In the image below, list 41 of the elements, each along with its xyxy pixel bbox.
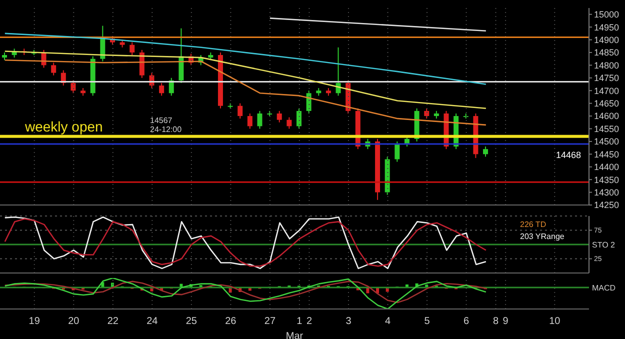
x-tick-label: 1 [296, 316, 303, 328]
y-tick-label: 14900 [594, 34, 620, 45]
y-tick-label: 14950 [594, 22, 620, 32]
y-tick-label: 14850 [594, 48, 620, 58]
x-tick-label: 27 [264, 316, 276, 328]
x-tick-label: 6 [464, 316, 470, 328]
y-tick-label: 14550 [594, 124, 620, 134]
y-tick-label: 14500 [594, 136, 620, 147]
x-tick-label: 9 [502, 316, 509, 328]
x-axis-title: Mar [286, 331, 304, 339]
x-tick-label: 24 [146, 316, 158, 328]
y-tick-label: 14750 [594, 73, 620, 84]
x-tick-label: 2 [306, 316, 312, 328]
annotation: 14468 [556, 150, 582, 160]
y-tick-label: 14400 [594, 162, 620, 172]
x-tick-label: 8 [492, 316, 499, 328]
y-tick-label: 14650 [594, 98, 620, 109]
x-tick-label: 10 [549, 316, 561, 328]
y-tick-label: 14800 [594, 60, 620, 70]
x-tick-label: 25 [186, 316, 198, 328]
x-tick-label: 20 [68, 316, 80, 328]
annotation: 203 YRange [520, 232, 564, 241]
y-tick-label: 14300 [594, 187, 620, 198]
y-tick-label: 14450 [594, 149, 620, 160]
y-tick-label: 14350 [594, 174, 620, 185]
ref-line-label: MACD [592, 283, 616, 292]
ref-line-label: STO 2 [592, 240, 616, 250]
annotation: 226 TD [520, 220, 546, 229]
x-tick-label: 22 [107, 316, 119, 328]
x-tick-label: 4 [384, 316, 391, 328]
ref-line-label: weekly open [24, 118, 103, 134]
annotation: 24-12:00 [150, 125, 182, 134]
y-tick-label: 14250 [594, 200, 620, 210]
x-tick-label: 19 [28, 316, 40, 328]
y-tick-label: 15000 [594, 10, 620, 20]
x-tick-label: 26 [225, 316, 237, 328]
x-tick-label: 3 [346, 316, 352, 328]
y-tick-label: 14600 [594, 111, 620, 122]
x-tick-label: 5 [424, 316, 430, 328]
y-tick-label: 14700 [594, 86, 620, 96]
annotation: 14567 [150, 116, 172, 125]
